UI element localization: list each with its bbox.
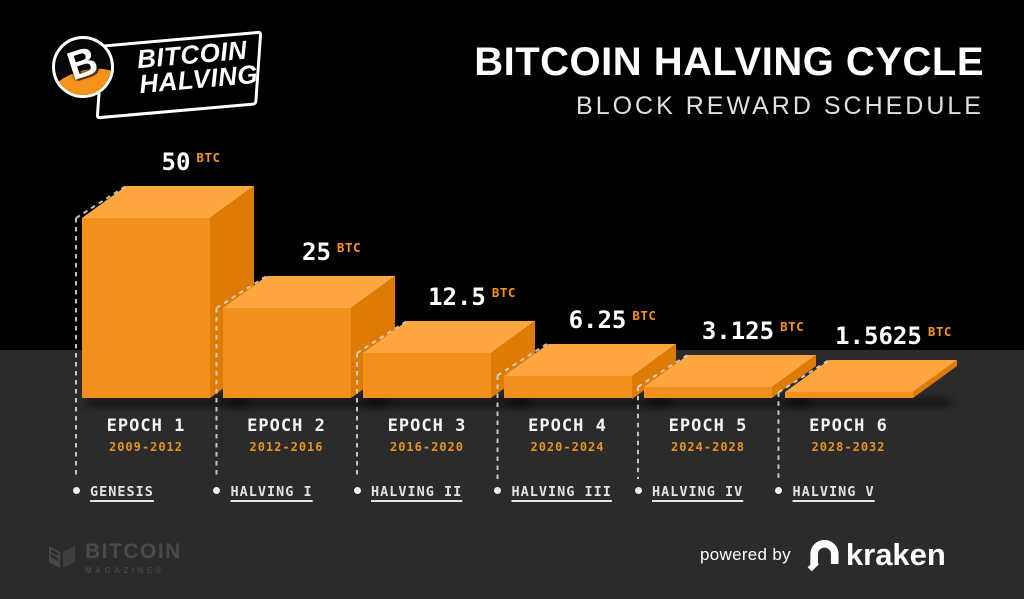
milestone-dot [775,487,782,494]
milestone-label[interactable]: HALVING IV [652,484,744,500]
milestone-dot [634,487,642,494]
kraken-wordmark: kraken [845,537,946,572]
bar-shadow [507,398,670,407]
epoch-label-block: EPOCH 6 2028-2032 [809,416,888,454]
btc-unit: BTC [632,307,657,323]
reward-value-label: 3.125 BTC [702,317,804,345]
epoch-name: EPOCH 5 [668,416,748,436]
epoch-years: 2012-2016 [249,440,324,454]
epoch-years: 2024-2028 [670,440,746,454]
bar-front-face [503,375,632,398]
reward-value-label: 12.5 BTC [428,283,516,311]
milestone-label[interactable]: HALVING II [371,484,463,500]
bar-shadow [367,398,529,407]
reward-amount: 50 [161,148,191,176]
page-subtitle: BLOCK REWARD SCHEDULE [576,92,984,120]
milestone-label[interactable]: HALVING V [792,484,875,500]
epoch-label-block: EPOCH 2 2012-2016 [247,416,326,454]
epoch-label-block: EPOCH 1 2009-2012 [107,416,186,454]
epoch-name: EPOCH 6 [809,416,888,436]
magazine-subtitle: MAGAZINE® [85,566,166,575]
bar-shadow [788,398,951,407]
btc-unit: BTC [491,285,516,300]
bar-shadow [226,398,389,407]
btc-unit: BTC [336,240,361,255]
bar-front-face [222,308,351,398]
epoch-years: 2016-2020 [389,440,465,454]
milestone-label[interactable]: GENESIS [90,484,154,500]
epoch-label-block: EPOCH 3 2016-2020 [388,416,467,454]
epoch-label-block: EPOCH 5 2024-2028 [669,416,748,454]
reward-value-label: 1.5625 BTC [835,322,952,350]
milestone-dot [494,487,501,494]
epoch-years: 2009-2012 [108,440,184,454]
bar-shadow [86,398,248,407]
btc-unit: BTC [780,318,805,334]
bar-front-face [363,353,491,398]
epoch-name: EPOCH 3 [387,416,467,436]
reward-amount: 1.5625 [835,322,922,351]
btc-unit: BTC [927,324,952,340]
bar-shadow [648,398,810,407]
milestone-dot [213,487,220,494]
page-title: BITCOIN HALVING CYCLE [474,40,984,84]
bitcoin-halving-logo: B BITCOIN HALVING [36,26,263,126]
powered-by-label: powered by [700,545,791,564]
magazine-text: BITCOIN MAGAZINE® [85,540,182,575]
epoch-name: EPOCH 2 [247,416,326,436]
bar-front-face [82,218,210,398]
milestone-label[interactable]: HALVING III [511,484,612,500]
kraken-icon [807,540,839,572]
epoch-name: EPOCH 1 [106,416,186,436]
epoch-name: EPOCH 4 [528,416,607,436]
bitcoin-magazine-logo: BITCOIN MAGAZINE® [46,540,182,575]
reward-value-label: 50 BTC [162,148,221,176]
epoch-years: 2028-2032 [811,440,886,454]
milestone-dot [353,487,361,494]
epoch-years: 2020-2024 [530,440,605,454]
btc-unit: BTC [196,150,221,165]
milestone-dot [72,487,80,494]
bar-front-face [644,386,772,398]
milestone-label[interactable]: HALVING I [230,484,313,500]
reward-value-label: 25 BTC [302,238,361,266]
bar-front-face [784,392,913,398]
header-titles: BITCOIN HALVING CYCLE BLOCK REWARD SCHED… [474,40,984,121]
kraken-logo[interactable]: kraken [806,537,946,573]
reward-amount: 3.125 [701,316,775,345]
epoch-label-block: EPOCH 4 2020-2024 [528,416,607,454]
logo-text: BITCOIN HALVING [136,35,259,99]
reward-value-label: 6.25 BTC [569,306,657,334]
powered-by-block: powered by kraken [700,536,946,574]
magazine-name: BITCOIN [85,540,182,563]
reward-amount: 25 [302,238,331,266]
reward-amount: 12.5 [428,283,486,311]
magazine-book-icon [49,546,75,568]
reward-amount: 6.25 [568,305,627,334]
